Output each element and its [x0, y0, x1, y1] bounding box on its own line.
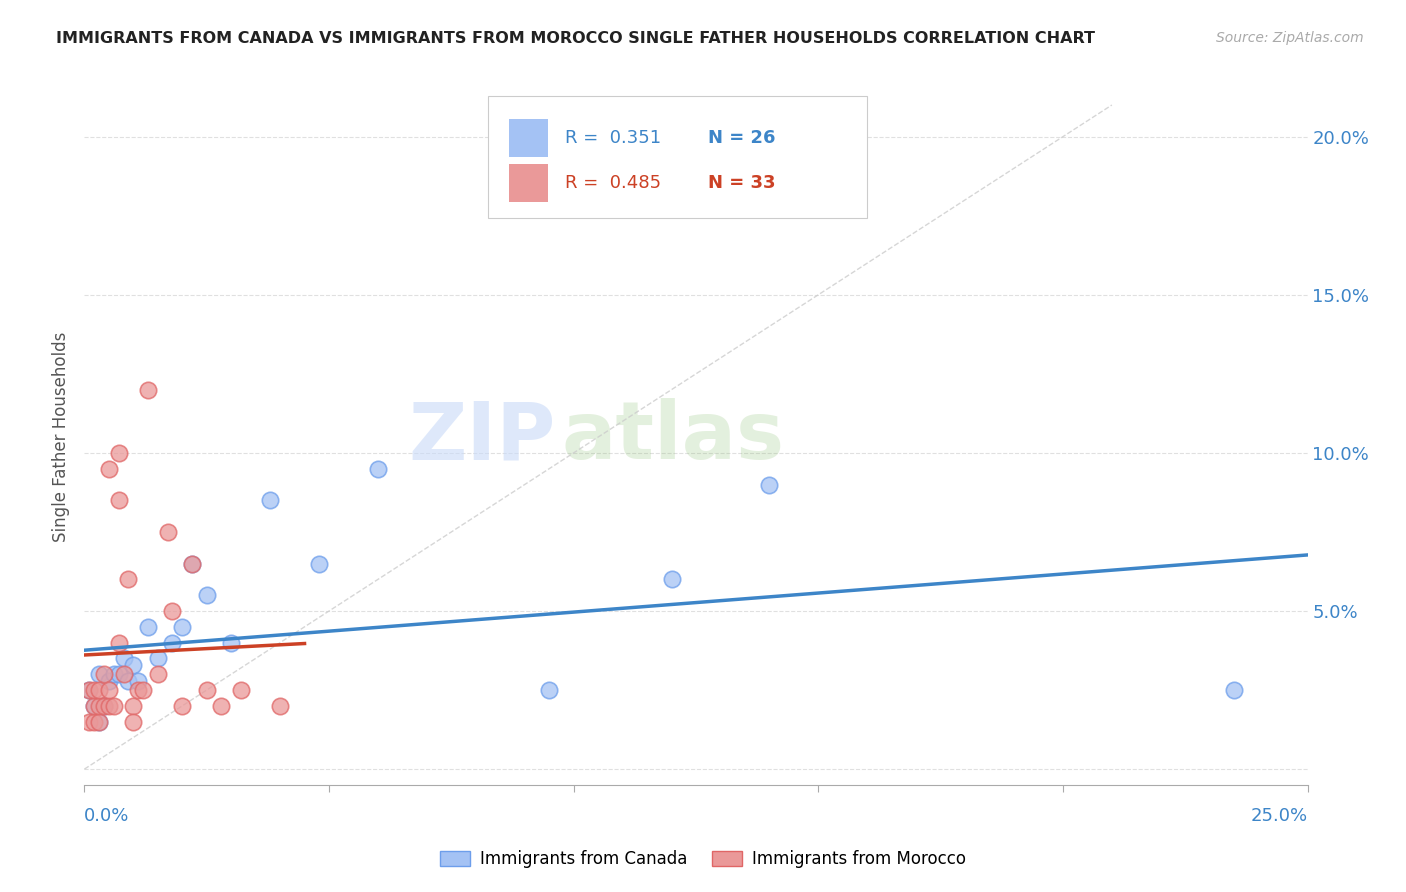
Bar [509, 164, 548, 202]
Point [172, 698, 194, 713]
Text: R =  0.351: R = 0.351 [565, 129, 661, 147]
Point [181, 557, 204, 571]
Point [103, 667, 125, 681]
Point [107, 493, 129, 508]
Point [195, 683, 218, 698]
Point [122, 698, 145, 713]
Point [538, 683, 561, 698]
Point [195, 588, 218, 602]
Point [87, 698, 110, 713]
Point [87, 714, 110, 729]
Point [77, 683, 100, 698]
Point [132, 683, 155, 698]
Point [87, 667, 110, 681]
Point [367, 461, 389, 475]
Point [162, 635, 184, 649]
Point [107, 446, 129, 460]
Point [117, 673, 139, 688]
Point [136, 383, 159, 397]
Point [77, 683, 100, 698]
Point [219, 635, 242, 649]
Point [229, 683, 252, 698]
Point [83, 698, 105, 713]
Point [93, 667, 115, 681]
Point [87, 683, 110, 698]
Point [112, 667, 135, 681]
Point [97, 673, 120, 688]
Text: IMMIGRANTS FROM CANADA VS IMMIGRANTS FROM MOROCCO SINGLE FATHER HOUSEHOLDS CORRE: IMMIGRANTS FROM CANADA VS IMMIGRANTS FRO… [56, 31, 1095, 46]
Point [77, 714, 100, 729]
Text: ZIP: ZIP [408, 398, 555, 476]
Text: N = 26: N = 26 [709, 129, 776, 147]
Bar [509, 119, 548, 157]
Point [209, 698, 232, 713]
FancyBboxPatch shape [488, 96, 868, 218]
Point [1223, 683, 1246, 698]
Point [146, 651, 169, 665]
Point [83, 683, 105, 698]
Text: R =  0.485: R = 0.485 [565, 174, 661, 192]
Point [97, 698, 120, 713]
Point [181, 557, 204, 571]
Point [97, 461, 120, 475]
Point [103, 698, 125, 713]
Point [127, 683, 149, 698]
Text: 0.0%: 0.0% [84, 807, 129, 825]
Point [308, 557, 330, 571]
Point [87, 714, 110, 729]
Point [97, 683, 120, 698]
Point [259, 493, 281, 508]
Point [83, 698, 105, 713]
Legend: Immigrants from Canada, Immigrants from Morocco: Immigrants from Canada, Immigrants from … [433, 844, 973, 875]
Point [269, 698, 291, 713]
Text: atlas: atlas [561, 398, 785, 476]
Point [107, 667, 129, 681]
Point [112, 651, 135, 665]
Y-axis label: Single Father Households: Single Father Households [52, 332, 70, 542]
Point [93, 698, 115, 713]
Point [107, 635, 129, 649]
Point [122, 657, 145, 672]
Point [83, 714, 105, 729]
Point [758, 477, 780, 491]
Point [146, 667, 169, 681]
Point [661, 573, 683, 587]
Text: Source: ZipAtlas.com: Source: ZipAtlas.com [1216, 31, 1364, 45]
Text: N = 33: N = 33 [709, 174, 776, 192]
Point [127, 673, 149, 688]
Point [136, 620, 159, 634]
Point [122, 714, 145, 729]
Text: 25.0%: 25.0% [1250, 807, 1308, 825]
Point [172, 620, 194, 634]
Point [156, 524, 179, 539]
Point [162, 604, 184, 618]
Point [117, 573, 139, 587]
Point [93, 698, 115, 713]
